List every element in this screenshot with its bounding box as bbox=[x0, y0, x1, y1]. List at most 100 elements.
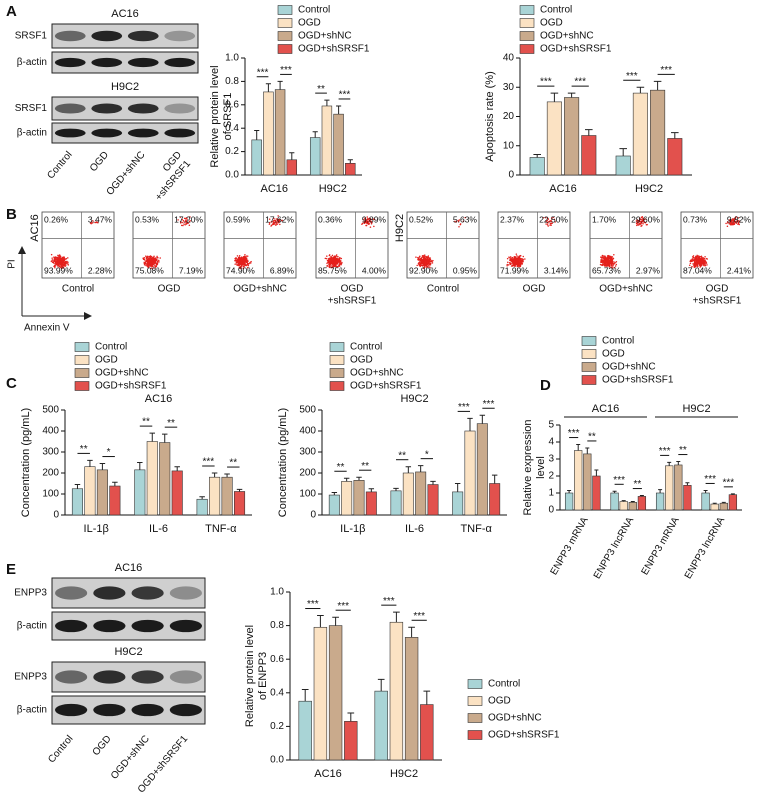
bar bbox=[159, 442, 171, 516]
bar bbox=[298, 700, 312, 761]
error-bar bbox=[585, 129, 593, 136]
error-bar bbox=[254, 130, 260, 140]
flow-dot bbox=[153, 262, 156, 264]
quadrant-percent: 4.00% bbox=[362, 265, 387, 275]
flow-dot bbox=[244, 253, 246, 256]
flow-dot bbox=[241, 262, 244, 264]
flow-dot bbox=[524, 258, 526, 260]
error-bar bbox=[576, 444, 581, 451]
flow-dot bbox=[416, 264, 418, 267]
quadrant-percent: 74.90% bbox=[226, 265, 255, 275]
cell-line-label: AC16 bbox=[29, 214, 41, 242]
flow-dot bbox=[641, 216, 644, 218]
y-tick-label: 0.4 bbox=[225, 123, 239, 134]
flow-dot bbox=[57, 254, 59, 257]
flow-dot bbox=[694, 255, 697, 258]
flow-dot bbox=[699, 261, 701, 264]
error-bar bbox=[467, 417, 473, 431]
flow-dot bbox=[145, 260, 147, 263]
error-bar bbox=[347, 159, 353, 164]
significance-label: *** bbox=[383, 596, 395, 607]
flow-dot bbox=[236, 255, 239, 257]
flow-dot bbox=[183, 217, 186, 220]
flow-dot bbox=[601, 254, 604, 257]
flow-dot bbox=[142, 257, 144, 259]
blot-row-label: β-actin bbox=[17, 705, 47, 716]
significance-label: *** bbox=[723, 477, 735, 488]
flow-dot bbox=[639, 222, 641, 224]
error-bar bbox=[331, 492, 338, 496]
flow-dot bbox=[423, 266, 426, 268]
panel-label: A bbox=[6, 3, 17, 20]
flow-dot bbox=[429, 266, 431, 269]
flow-dot bbox=[508, 262, 511, 264]
flow-dot bbox=[695, 264, 697, 267]
lane-label: Control bbox=[46, 734, 75, 766]
y-tick-label: 0.4 bbox=[270, 687, 284, 698]
flow-dot bbox=[549, 220, 551, 223]
flow-dot bbox=[181, 221, 183, 224]
flow-dot bbox=[247, 263, 249, 265]
legend-label: Control bbox=[488, 679, 520, 690]
flow-dot bbox=[143, 259, 146, 261]
flow-dot bbox=[603, 256, 605, 259]
legend-label: OGD bbox=[298, 18, 321, 29]
legend-swatch bbox=[277, 18, 293, 28]
panel-label: B bbox=[6, 206, 17, 223]
y-tick-label: 0.0 bbox=[225, 170, 239, 181]
flow-dot bbox=[606, 262, 608, 264]
flow-dots bbox=[415, 216, 466, 270]
plot-label: +shSRSF1 bbox=[693, 296, 742, 307]
y-tick-label: 0.2 bbox=[225, 146, 239, 157]
bar bbox=[251, 139, 262, 176]
flow-dot bbox=[338, 260, 341, 263]
bar bbox=[464, 430, 476, 516]
flow-dot bbox=[506, 257, 509, 260]
flow-dot bbox=[55, 260, 57, 263]
flow-dot bbox=[704, 264, 707, 267]
bar bbox=[353, 480, 365, 516]
y-tick-label: 5 bbox=[548, 420, 554, 431]
quadrant-percent: 29.60% bbox=[631, 214, 660, 224]
legend-label: OGD+shNC bbox=[350, 368, 404, 379]
blot-band bbox=[55, 703, 88, 717]
legend-label: OGD bbox=[602, 349, 625, 360]
legend-label: OGD bbox=[350, 355, 373, 366]
flow-dot bbox=[512, 261, 514, 264]
flow-dot bbox=[695, 256, 698, 259]
flow-dot bbox=[636, 222, 639, 224]
legend-label: OGD+shSRSF1 bbox=[298, 44, 370, 55]
flow-dots bbox=[688, 215, 741, 268]
flow-dot bbox=[702, 257, 704, 259]
bar bbox=[221, 476, 233, 516]
error-bar bbox=[377, 678, 385, 692]
axis-label: Annexin V bbox=[24, 323, 70, 334]
plot-label: Control bbox=[427, 284, 459, 295]
y-axis-label: of ENPP3 bbox=[257, 652, 269, 700]
flow-dot bbox=[518, 259, 521, 262]
flow-dot bbox=[238, 263, 241, 265]
flow-dot bbox=[365, 220, 368, 223]
flow-dot bbox=[419, 258, 421, 260]
flow-frame bbox=[589, 211, 663, 279]
flow-dot bbox=[153, 267, 155, 269]
flow-dots bbox=[324, 216, 376, 269]
flow-dot bbox=[612, 263, 615, 265]
lane-label: Control bbox=[45, 150, 74, 182]
flow-dot bbox=[600, 258, 602, 261]
flow-dot bbox=[552, 216, 555, 219]
blot-band bbox=[127, 57, 159, 68]
flow-dot bbox=[183, 223, 185, 225]
blot-band bbox=[54, 30, 86, 42]
flow-dot bbox=[366, 216, 368, 218]
significance-label: *** bbox=[458, 402, 470, 413]
flow-dot bbox=[421, 256, 424, 258]
flow-dot bbox=[329, 257, 331, 259]
legend-label: OGD+shNC bbox=[488, 713, 542, 724]
error-bar bbox=[236, 488, 243, 492]
y-tick-label: 0.8 bbox=[270, 620, 284, 631]
flow-dot bbox=[692, 263, 694, 265]
flow-dot bbox=[372, 218, 375, 220]
y-tick-label: 0 bbox=[53, 510, 59, 521]
flow-dot bbox=[152, 257, 155, 259]
